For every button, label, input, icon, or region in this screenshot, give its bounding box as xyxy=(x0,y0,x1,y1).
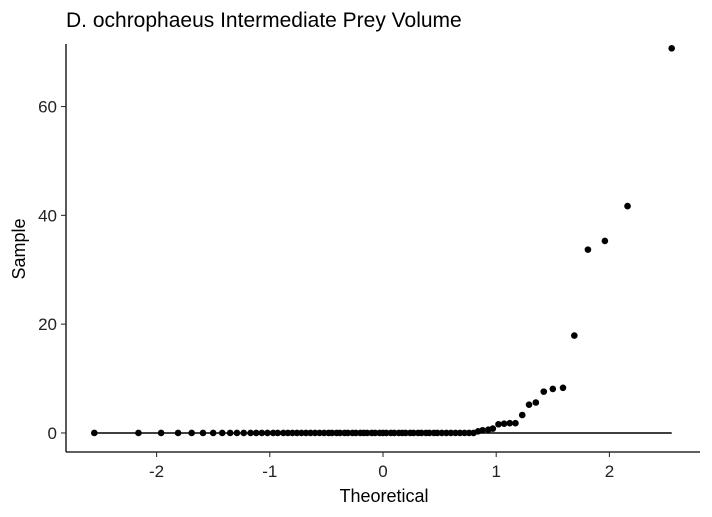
data-point xyxy=(199,429,207,437)
data-point xyxy=(363,429,371,437)
data-point xyxy=(584,246,592,253)
data-point xyxy=(311,429,319,437)
data-point xyxy=(328,429,336,437)
data-point xyxy=(506,419,514,427)
data-point xyxy=(188,429,195,437)
data-point xyxy=(601,237,609,245)
x-tick-label: 2 xyxy=(605,462,614,481)
data-point xyxy=(289,429,296,437)
data-point xyxy=(418,429,425,437)
data-point xyxy=(624,202,631,210)
data-point xyxy=(298,429,305,437)
data-point xyxy=(443,429,450,437)
data-point xyxy=(352,429,360,437)
data-point xyxy=(280,429,287,437)
data-point xyxy=(157,429,165,437)
data-point xyxy=(518,411,526,419)
data-point xyxy=(320,429,328,437)
data-point xyxy=(489,425,497,432)
data-point xyxy=(434,429,441,437)
data-point xyxy=(233,429,241,437)
data-point xyxy=(316,429,323,437)
data-point xyxy=(465,429,473,437)
data-point xyxy=(500,420,508,428)
data-point xyxy=(247,429,254,437)
data-point xyxy=(540,388,548,395)
data-point xyxy=(571,332,578,339)
data-point xyxy=(383,429,390,437)
x-tick-label: 0 xyxy=(378,462,387,481)
data-point xyxy=(447,429,455,437)
data-point xyxy=(452,429,459,437)
data-point xyxy=(336,429,344,437)
data-point xyxy=(479,426,486,434)
x-axis-label: Theoretical xyxy=(339,486,428,506)
data-point xyxy=(410,429,417,437)
data-point xyxy=(549,385,557,393)
y-tick-label: 20 xyxy=(38,315,57,334)
data-point xyxy=(174,429,182,437)
y-axis-label: Sample xyxy=(9,218,29,279)
data-point xyxy=(438,429,446,437)
data-point xyxy=(532,399,540,406)
data-point xyxy=(668,45,675,52)
data-point xyxy=(274,429,282,437)
data-point xyxy=(307,429,314,437)
data-point xyxy=(371,429,379,437)
data-point xyxy=(344,429,352,437)
data-point xyxy=(135,429,142,437)
data-point xyxy=(218,429,226,437)
data-point xyxy=(264,429,271,437)
data-point xyxy=(402,429,409,437)
x-tick-label: -1 xyxy=(262,462,277,481)
data-point xyxy=(391,429,398,437)
data-point xyxy=(559,384,567,392)
data-point xyxy=(461,429,468,437)
data-point xyxy=(240,429,248,437)
data-point xyxy=(426,429,433,437)
data-point xyxy=(456,429,464,437)
data-point xyxy=(258,429,266,437)
data-point xyxy=(269,429,277,437)
data-point xyxy=(293,429,301,437)
y-tick-label: 60 xyxy=(38,98,57,117)
data-point xyxy=(284,429,292,437)
y-tick-label: 40 xyxy=(38,206,57,225)
data-point xyxy=(512,419,519,427)
data-point xyxy=(252,429,260,437)
data-point xyxy=(91,429,98,437)
chart-title: D. ochrophaeus Intermediate Prey Volume xyxy=(66,9,462,32)
x-tick-label: -2 xyxy=(149,462,164,481)
data-point xyxy=(209,429,217,437)
y-tick-label: 0 xyxy=(48,424,57,443)
points-group xyxy=(91,45,675,437)
data-point xyxy=(302,429,310,437)
data-point xyxy=(495,420,502,428)
data-point xyxy=(226,429,234,437)
x-tick-label: 1 xyxy=(491,462,500,481)
data-point xyxy=(525,401,533,408)
